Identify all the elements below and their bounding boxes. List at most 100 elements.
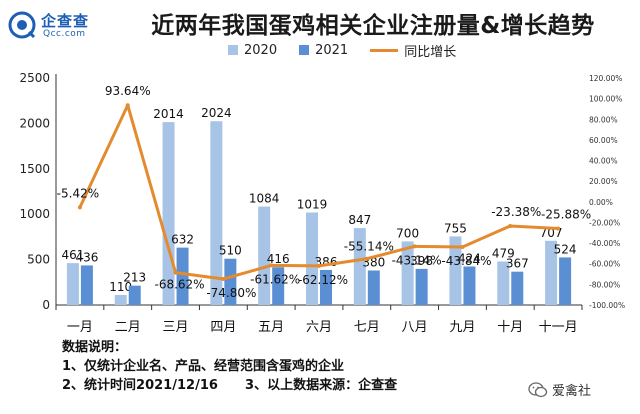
bar-2020 [545, 240, 558, 305]
x-tick-label: 一月 [67, 320, 93, 335]
growth-label: -43.14% [392, 253, 442, 267]
x-tick-label: 四月 [210, 320, 236, 335]
data-label-2021: 424 [458, 252, 481, 266]
data-label-2020: 700 [396, 226, 419, 240]
bar-2020 [497, 261, 510, 305]
data-label-2020: 2014 [153, 107, 184, 121]
data-label-2020: 1019 [297, 197, 328, 211]
legend-swatch-2021 [299, 45, 310, 55]
growth-point [508, 223, 513, 228]
legend-label-2020: 2020 [244, 42, 278, 58]
bar-2020 [306, 212, 318, 305]
data-label-2020: 755 [444, 221, 467, 235]
growth-label: -61.62% [250, 272, 300, 286]
bar-2021 [320, 269, 332, 305]
growth-point [364, 256, 369, 261]
y-tick-label: 1500 [19, 162, 50, 176]
bar-2021 [80, 265, 93, 305]
data-label-2020: 2024 [201, 106, 232, 120]
y2-tick-label: -60.00% [589, 260, 620, 269]
data-label-2020: 1084 [249, 192, 280, 206]
bar-2020 [210, 121, 223, 306]
data-label-2021: 416 [267, 252, 290, 266]
bar-2021 [367, 270, 380, 305]
data-label-2021: 524 [554, 242, 577, 256]
x-tick-label: 十一月 [539, 320, 578, 335]
bar-2021 [463, 266, 476, 305]
logo-name-cn: 企查查 [41, 12, 90, 30]
y-tick-label: 1000 [19, 207, 50, 221]
bar-2020 [114, 295, 127, 305]
growth-line [78, 103, 559, 281]
y-tick-label: 0 [42, 298, 50, 312]
growth-label: -25.88% [541, 208, 591, 222]
logo-name-en: Qcc.com [43, 29, 86, 39]
qcc-logo: 企查查 Qcc.com [8, 8, 108, 44]
legend: 2020 2021 同比增长 [228, 40, 478, 60]
growth-point [173, 270, 178, 275]
bar-2021 [272, 267, 285, 305]
bar-2021 [415, 268, 428, 305]
wechat-watermark: 爱禽社 [528, 380, 591, 399]
y2-tick-label: 60.00% [589, 136, 618, 145]
growth-label: 93.64% [105, 84, 151, 98]
y2-tick-label: -100.00% [589, 301, 625, 310]
growth-point [317, 263, 321, 268]
bar-2020 [449, 236, 462, 305]
y2-tick-label: -20.00% [589, 218, 620, 227]
y-tick-label: 500 [27, 253, 50, 267]
legend-swatch-2020 [228, 45, 238, 55]
bar-2021 [559, 257, 572, 305]
bar-2021 [224, 258, 237, 305]
bar-2020 [401, 241, 414, 305]
y-tick-label: 2000 [19, 116, 50, 130]
growth-point [125, 103, 130, 108]
y2-tick-label: 20.00% [589, 177, 618, 186]
data-label-2021: 213 [123, 271, 146, 285]
y2-tick-label: 80.00% [589, 115, 618, 124]
bar-2021 [511, 271, 524, 305]
growth-label: -23.38% [491, 205, 541, 219]
notes-line-2: 2、统计时间2021/12/16 3、以上数据来源：企查查 [62, 378, 398, 393]
growth-point [221, 276, 226, 281]
growth-label: -74.80% [206, 286, 256, 300]
data-label-2020: 110 [109, 280, 132, 294]
data-label-2021: 632 [171, 233, 194, 247]
x-tick-label: 二月 [115, 320, 141, 335]
notes-line-1: 1、仅统计企业名、产品、经营范围含蛋鸡的企业 [62, 359, 345, 374]
x-tick-label: 六月 [306, 320, 332, 335]
data-label-2021: 510 [219, 244, 242, 258]
legend-label-growth: 同比增长 [404, 44, 457, 60]
legend-label-2021: 2021 [315, 42, 349, 58]
data-label-2020: 847 [348, 213, 371, 227]
bar-2021 [128, 285, 141, 305]
watermark-text: 爱禽社 [552, 384, 592, 399]
qcc-logo-icon [8, 11, 36, 39]
growth-label: -55.14% [344, 240, 394, 254]
data-label-2021: 436 [75, 250, 98, 264]
data-label-2020: 479 [492, 247, 515, 261]
growth-point [556, 226, 561, 231]
legend-swatch-growth [370, 48, 399, 52]
growth-label: -43.84% [441, 254, 491, 268]
x-tick-label: 五月 [258, 320, 284, 335]
growth-label: -62.12% [298, 273, 348, 287]
notes-heading: 数据说明： [62, 340, 128, 355]
legend-item-2020: 2020 [228, 43, 277, 58]
growth-point [412, 244, 417, 249]
bar-2020 [353, 228, 366, 305]
growth-label: -68.62% [154, 278, 204, 292]
x-tick-label: 七月 [354, 320, 380, 335]
y2-tick-label: -40.00% [589, 239, 620, 248]
data-label-2021: 367 [506, 257, 529, 271]
y-tick-label: 2500 [19, 71, 50, 85]
bar-2020 [258, 206, 271, 305]
y2-tick-label: 40.00% [589, 157, 618, 166]
data-notes: 数据说明： 1、仅统计企业名、产品、经营范围含蛋鸡的企业 2、统计时间2021/… [62, 338, 397, 395]
wechat-icon [528, 381, 548, 397]
x-tick-label: 八月 [402, 320, 428, 335]
growth-point [77, 205, 82, 210]
growth-point [460, 245, 465, 250]
data-label-2021: 398 [410, 254, 433, 268]
